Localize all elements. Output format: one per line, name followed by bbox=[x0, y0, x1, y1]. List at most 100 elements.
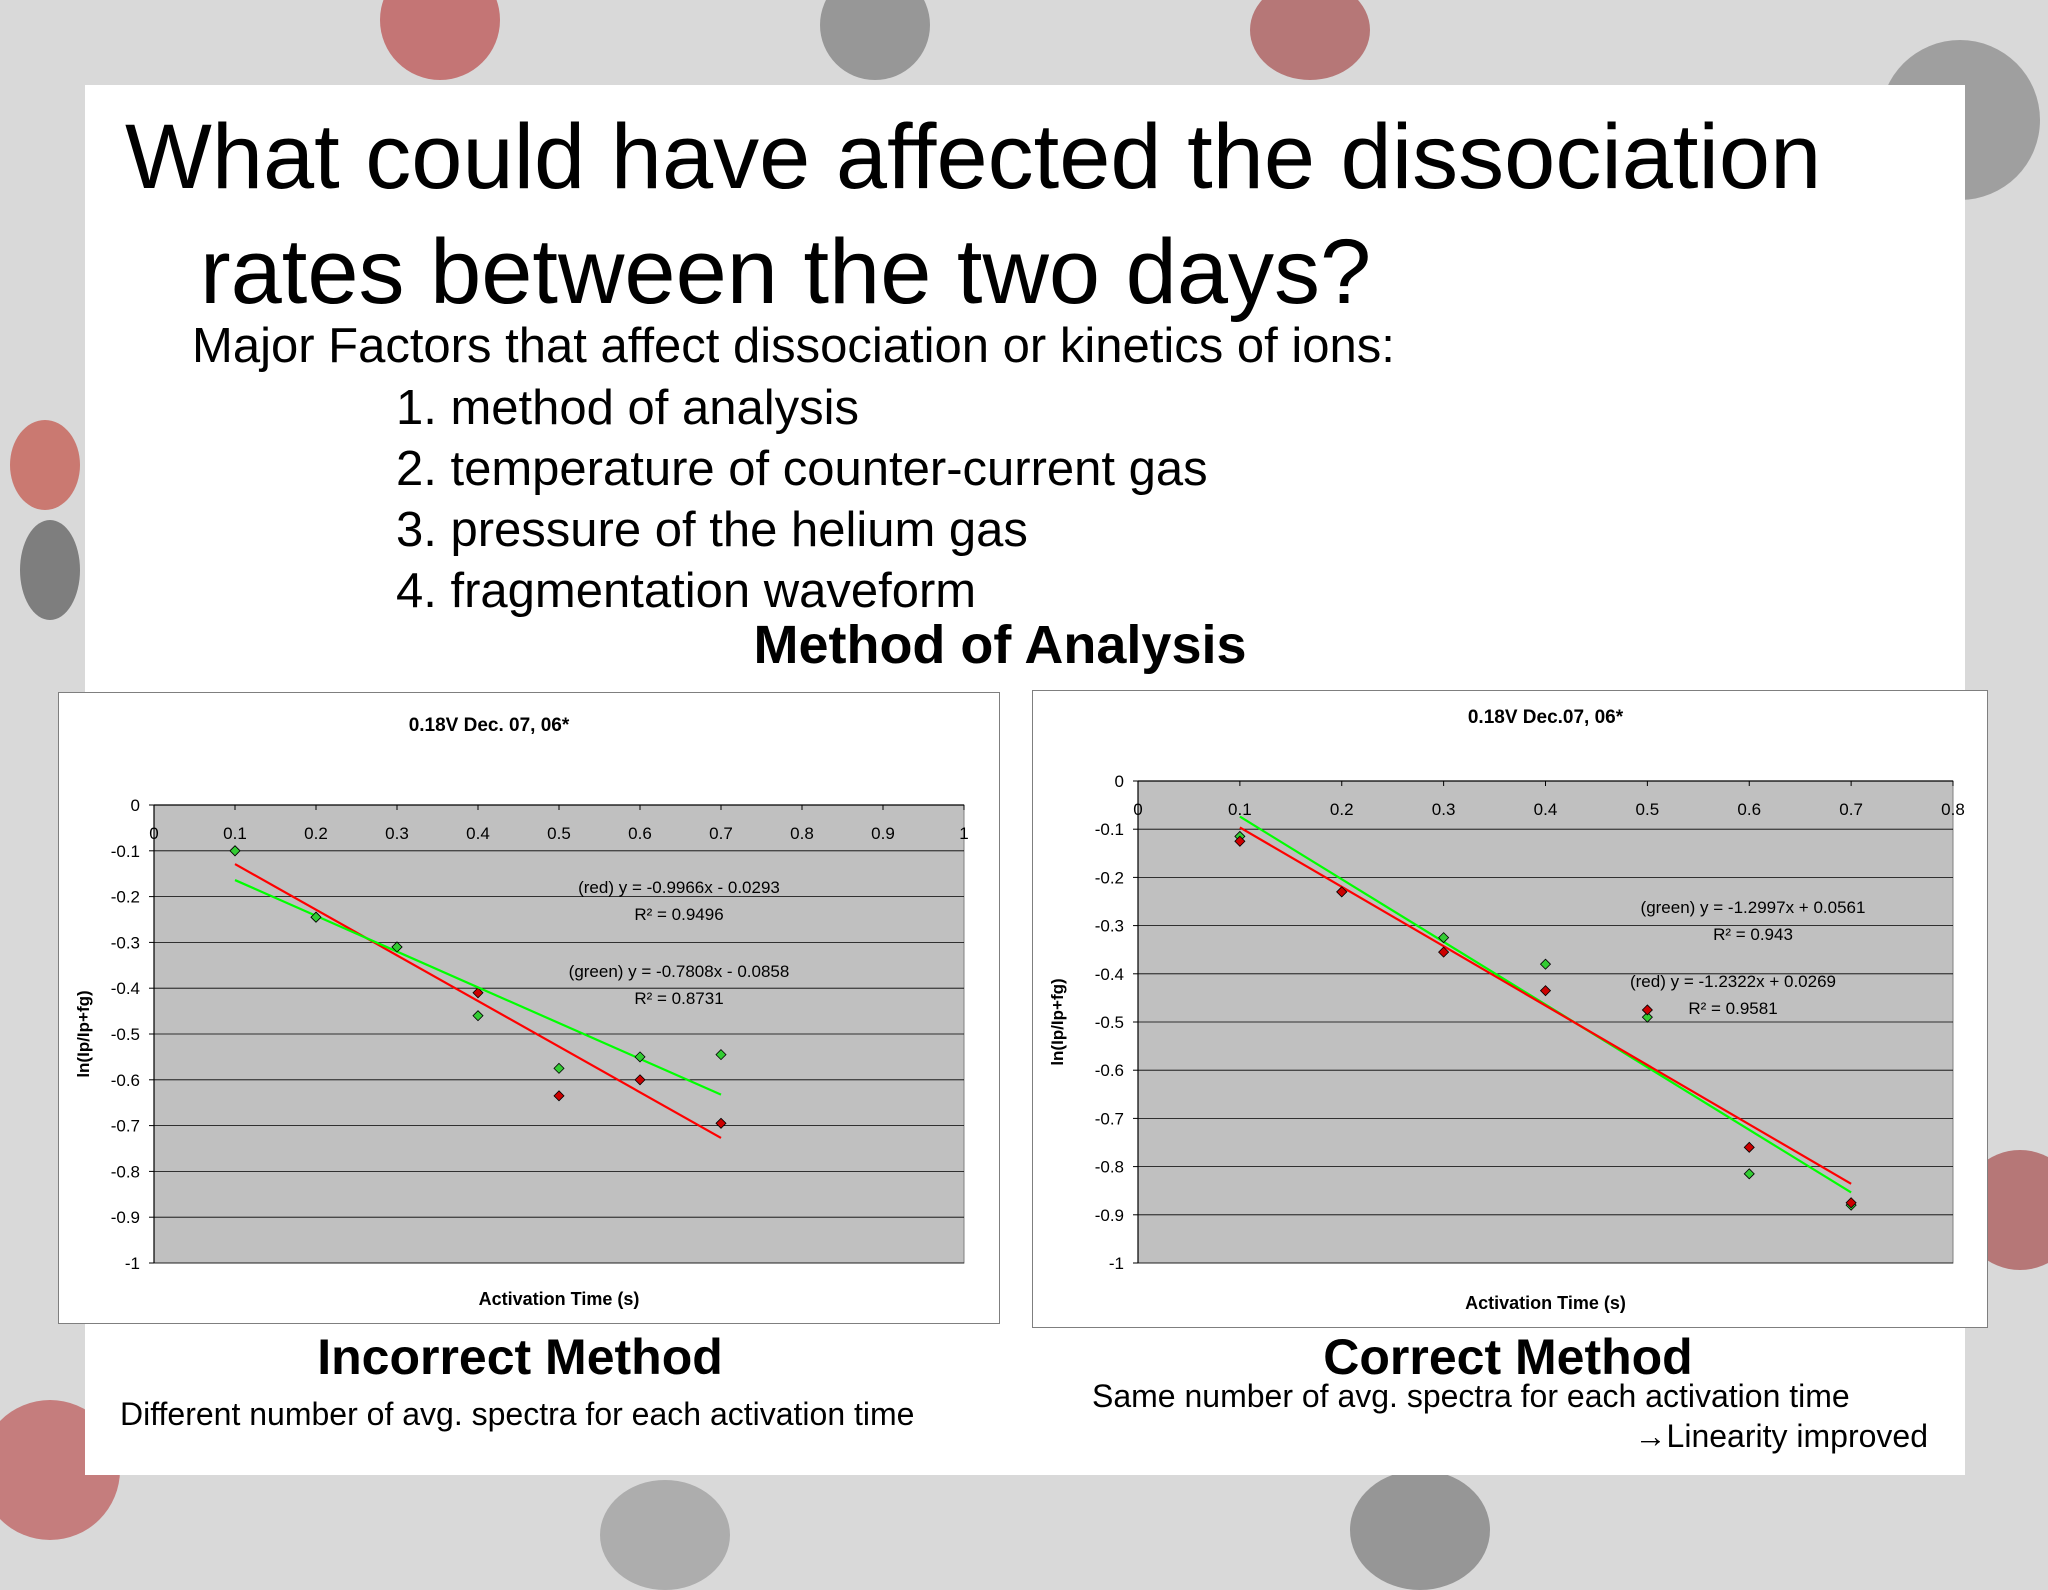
y-tick-label: -0.5 bbox=[111, 1025, 140, 1044]
x-axis-label: Activation Time (s) bbox=[1465, 1293, 1626, 1313]
factor-item: 4. fragmentation waveform bbox=[396, 564, 977, 618]
chart-title: 0.18V Dec. 07, 06* bbox=[409, 715, 570, 736]
background-molecule bbox=[380, 0, 500, 80]
red-data-point bbox=[1743, 1141, 1755, 1153]
background-molecule bbox=[820, 0, 930, 80]
slide-title: What could have affected the dissociatio… bbox=[125, 100, 2005, 330]
red-data-point bbox=[1234, 835, 1246, 847]
x-axis-label: Activation Time (s) bbox=[479, 1289, 640, 1309]
green-data-point bbox=[391, 941, 403, 953]
y-tick-label: -1 bbox=[125, 1254, 140, 1273]
green-data-point bbox=[1743, 1168, 1755, 1180]
y-tick-label: -0.9 bbox=[1095, 1206, 1124, 1225]
x-tick-label: 0.2 bbox=[304, 824, 328, 843]
section-heading: Method of Analysis bbox=[753, 615, 1247, 675]
red-equation-label: (red) y = -0.9966x - 0.0293 bbox=[578, 878, 780, 897]
x-tick-label: 0.1 bbox=[1228, 800, 1252, 819]
x-tick-label: 0.4 bbox=[1534, 800, 1558, 819]
title-line-1: What could have affected the dissociatio… bbox=[125, 106, 1822, 208]
red-data-point bbox=[472, 987, 484, 999]
x-tick-label: 0.3 bbox=[1432, 800, 1456, 819]
factor-item: 1. method of analysis bbox=[396, 381, 860, 435]
red-data-point bbox=[634, 1074, 646, 1086]
y-tick-label: -0.8 bbox=[1095, 1158, 1124, 1177]
green-r2-label: R² = 0.943 bbox=[1713, 925, 1793, 944]
red-r2-label: R² = 0.9496 bbox=[634, 905, 723, 924]
y-tick-label: -0.7 bbox=[1095, 1109, 1124, 1128]
red-data-point bbox=[1539, 985, 1552, 997]
green-data-point bbox=[229, 845, 241, 857]
red-data-point bbox=[1438, 946, 1450, 958]
x-tick-label: 0 bbox=[1133, 800, 1142, 819]
y-tick-label: -0.6 bbox=[111, 1071, 140, 1090]
red-data-point bbox=[553, 1090, 565, 1102]
factor-item: 2. temperature of counter-current gas bbox=[396, 442, 1208, 496]
y-tick-label: -0.1 bbox=[111, 842, 140, 861]
red-data-point bbox=[715, 1117, 727, 1129]
y-axis-label: ln(Ip/Ip+fg) bbox=[74, 990, 93, 1077]
x-tick-label: 0.7 bbox=[709, 824, 733, 843]
green-data-point bbox=[1641, 1011, 1653, 1023]
y-tick-label: -0.2 bbox=[111, 888, 140, 907]
y-tick-label: 0 bbox=[1115, 772, 1124, 791]
y-tick-label: -0.6 bbox=[1095, 1061, 1124, 1080]
x-tick-label: 0.8 bbox=[790, 824, 814, 843]
correct-method-text: Same number of avg. spectra for each act… bbox=[1092, 1378, 1850, 1414]
y-tick-label: 0 bbox=[131, 796, 140, 815]
green-data-point bbox=[310, 911, 322, 923]
background-molecule bbox=[10, 420, 80, 510]
red-data-point bbox=[1336, 886, 1348, 898]
red-data-point bbox=[1641, 1004, 1653, 1016]
chart-correct-method: 0 -0.1 -0.2 -0.3 -0.4 -0.5 -0.6 -0.7 -0.8 -0.9 -1 0… bbox=[1032, 690, 1988, 1328]
y-tick-label: -0.3 bbox=[1095, 917, 1124, 936]
green-equation-label: (green) y = -1.2997x + 0.0561 bbox=[1641, 898, 1866, 917]
factor-item: 3. pressure of the helium gas bbox=[396, 503, 1028, 557]
x-tick-label: 0.8 bbox=[1941, 800, 1965, 819]
y-tick-label: -0.8 bbox=[111, 1162, 140, 1181]
y-tick-label: -0.4 bbox=[1095, 965, 1124, 984]
y-axis-label: ln(Ip/Ip+fg) bbox=[1048, 978, 1067, 1065]
red-data-point bbox=[1845, 1197, 1857, 1209]
x-tick-label: 0.6 bbox=[1737, 800, 1761, 819]
x-tick-label: 0.6 bbox=[628, 824, 652, 843]
y-tick-label: -0.9 bbox=[111, 1208, 140, 1227]
x-tick-label: 0.7 bbox=[1839, 800, 1863, 819]
chart-svg: 0 -0.1 -0.2 -0.3 -0.4 -0.5 -0.6 -0.7 -0.8 -0.9 -1 0… bbox=[74, 715, 969, 1309]
green-data-point bbox=[634, 1051, 646, 1063]
y-tick-label: -0.3 bbox=[111, 933, 140, 952]
x-tick-label: 0.1 bbox=[223, 824, 247, 843]
incorrect-method-heading: Incorrect Method bbox=[317, 1329, 723, 1385]
red-equation-label: (red) y = -1.2322x + 0.0269 bbox=[1630, 972, 1836, 991]
y-tick-label: -0.7 bbox=[111, 1117, 140, 1136]
background-molecule bbox=[600, 1480, 730, 1590]
red-trendline bbox=[234, 863, 722, 1139]
x-tick-label: 0.3 bbox=[385, 824, 409, 843]
chart-incorrect-method: 0 -0.1 -0.2 -0.3 -0.4 -0.5 -0.6 -0.7 -0.8 -0.9 -1 0… bbox=[58, 692, 1000, 1324]
x-tick-label: 1 bbox=[959, 824, 968, 843]
x-tick-label: 0.5 bbox=[547, 824, 571, 843]
subtitle: Major Factors that affect dissociation o… bbox=[192, 319, 1395, 373]
y-tick-label: -0.1 bbox=[1095, 820, 1124, 839]
green-data-point bbox=[1539, 958, 1552, 970]
x-tick-label: 0.2 bbox=[1330, 800, 1354, 819]
factor-list: 1. method of analysis 2. temperature of … bbox=[396, 378, 1208, 622]
green-data-point bbox=[553, 1062, 565, 1074]
y-tick-label: -1 bbox=[1109, 1254, 1124, 1273]
background-molecule bbox=[20, 520, 80, 620]
incorrect-method-text: Different number of avg. spectra for eac… bbox=[120, 1396, 915, 1432]
background-molecule bbox=[1250, 0, 1370, 80]
x-tick-label: 0 bbox=[149, 824, 158, 843]
green-equation-label: (green) y = -0.7808x - 0.0858 bbox=[569, 962, 790, 981]
x-tick-label: 0.9 bbox=[871, 824, 895, 843]
x-tick-label: 0.4 bbox=[466, 824, 490, 843]
red-r2-label: R² = 0.9581 bbox=[1688, 999, 1777, 1018]
background-molecule bbox=[1350, 1470, 1490, 1590]
green-r2-label: R² = 0.8731 bbox=[634, 989, 723, 1008]
linearity-note: →Linearity improved bbox=[1634, 1418, 1928, 1454]
y-tick-label: -0.5 bbox=[1095, 1013, 1124, 1032]
x-tick-label: 0.5 bbox=[1636, 800, 1660, 819]
title-line-2: rates between the two days? bbox=[200, 221, 1372, 323]
green-data-point bbox=[715, 1049, 727, 1061]
y-tick-label: -0.4 bbox=[111, 979, 140, 998]
correct-method-heading: Correct Method bbox=[1323, 1329, 1693, 1385]
